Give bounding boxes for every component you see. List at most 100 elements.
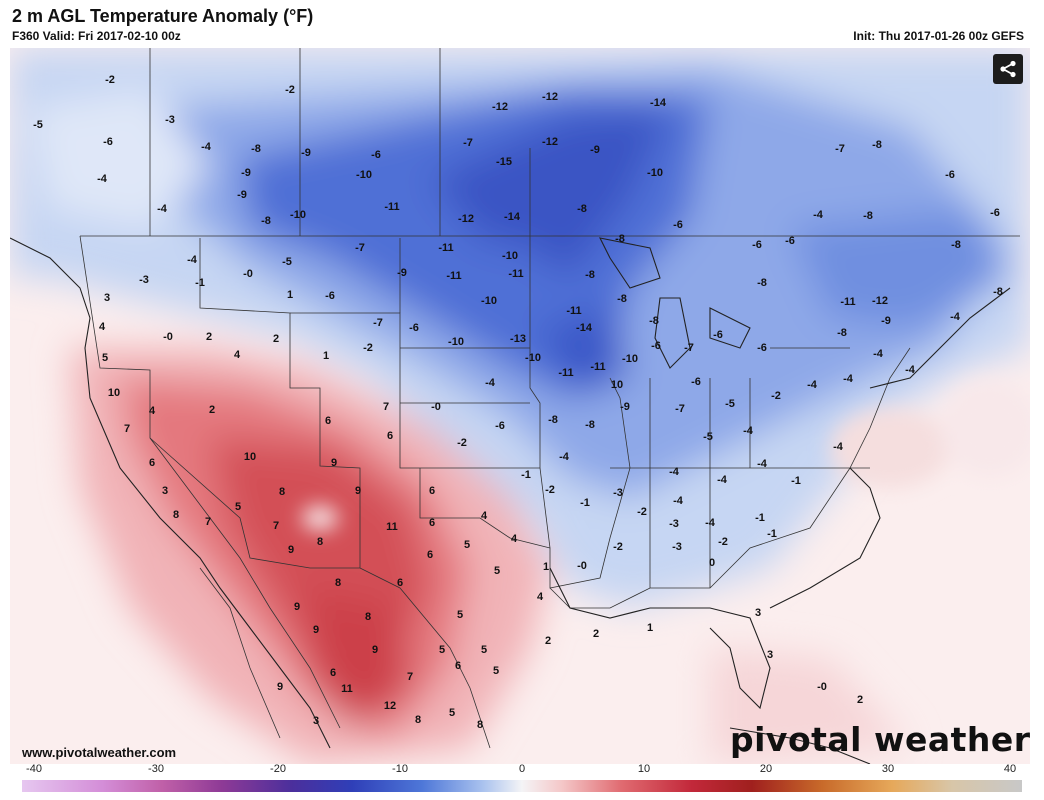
anomaly-label: 7: [273, 520, 279, 532]
anomaly-label: 1: [287, 289, 293, 301]
anomaly-label: -2: [637, 506, 647, 518]
anomaly-label: -4: [843, 373, 854, 385]
anomaly-label: -2: [105, 74, 115, 86]
anomaly-label: -8: [615, 233, 625, 245]
anomaly-label: -6: [651, 340, 661, 352]
anomaly-label: -14: [650, 97, 667, 109]
init-time: Init: Thu 2017-01-26 00z GEFS: [853, 29, 1024, 43]
anomaly-label: -4: [673, 495, 684, 507]
anomaly-label: 7: [205, 516, 211, 528]
anomaly-label: 3: [313, 715, 319, 727]
anomaly-label: -6: [673, 219, 683, 231]
anomaly-label: -9: [590, 144, 600, 156]
anomaly-label: -10: [502, 250, 518, 262]
anomaly-label: -8: [757, 277, 767, 289]
anomaly-label: -6: [757, 342, 767, 354]
anomaly-label: -6: [785, 235, 795, 247]
anomaly-label: 0: [709, 557, 715, 569]
anomaly-label: -5: [33, 119, 43, 131]
anomaly-label: -4: [950, 311, 961, 323]
anomaly-label: -8: [251, 143, 261, 155]
anomaly-label: -2: [285, 84, 295, 96]
anomaly-label: -6: [495, 420, 505, 432]
anomaly-label: -4: [485, 377, 496, 389]
anomaly-label: -13: [510, 333, 526, 345]
anomaly-label: 8: [335, 577, 341, 589]
anomaly-label: -2: [718, 536, 728, 548]
anomaly-label: 9: [277, 681, 283, 693]
anomaly-label: 4: [99, 321, 106, 333]
anomaly-label: -6: [409, 322, 419, 334]
anomaly-label: -7: [684, 342, 694, 354]
anomaly-label: -9: [241, 167, 251, 179]
anomaly-label: 5: [457, 609, 463, 621]
anomaly-label: -6: [691, 376, 701, 388]
anomaly-label: -8: [548, 414, 558, 426]
anomaly-label: -4: [669, 466, 680, 478]
anomaly-label: 5: [481, 644, 487, 656]
colorbar-tick-label: -40: [26, 763, 42, 775]
anomaly-label: -7: [373, 317, 383, 329]
anomaly-label: -1: [195, 277, 205, 289]
anomaly-label: -0: [431, 401, 441, 413]
anomaly-label: -8: [863, 210, 873, 222]
anomaly-label: 8: [415, 714, 421, 726]
valid-time: F360 Valid: Fri 2017-02-10 00z: [12, 29, 181, 43]
anomaly-label: -11: [590, 361, 605, 373]
anomaly-label: -4: [873, 348, 884, 360]
anomaly-label: -11: [446, 270, 461, 282]
anomaly-label: -11: [384, 201, 399, 213]
anomaly-label: 2: [273, 333, 279, 345]
anomaly-label: -4: [97, 173, 108, 185]
anomaly-label: -2: [457, 437, 467, 449]
anomaly-label: -10: [481, 295, 497, 307]
anomaly-label: -10: [290, 209, 306, 221]
anomaly-label: -0: [577, 560, 587, 572]
anomaly-label: -4: [717, 474, 728, 486]
anomaly-label: 3: [104, 292, 110, 304]
coastlines: [10, 237, 1011, 764]
anomaly-label: -10: [525, 352, 541, 364]
anomaly-label: -10: [356, 169, 372, 181]
anomaly-label: -10: [448, 336, 464, 348]
anomaly-label: 9: [331, 457, 337, 469]
colorbar-tick-label: 40: [1003, 763, 1017, 775]
anomaly-label: 6: [429, 517, 435, 529]
anomaly-label: 7: [124, 423, 130, 435]
anomaly-label: 4: [149, 405, 156, 417]
anomaly-label: 9: [355, 485, 361, 497]
anomaly-labels: -2-5 -3-2-6 -4 -8 -9 -6-7-12-12 -14-12-9-10-15…: [33, 74, 1003, 731]
anomaly-label: 10: [108, 387, 120, 399]
map-header: 2 m AGL Temperature Anomaly (°F) F360 Va…: [0, 0, 1044, 48]
anomaly-label: -4: [201, 141, 212, 153]
colorbar-tick-label: 10: [637, 763, 651, 775]
anomaly-map: -2 -5 -3 -2 -6 -4 -8 -9 -6 -7 -12 -12 -14 -12 -9 -10 -15…: [10, 48, 1030, 764]
anomaly-label: -6: [713, 329, 723, 341]
anomaly-label: 3: [162, 485, 168, 497]
anomaly-label: 3: [755, 607, 761, 619]
anomaly-label: 3: [767, 649, 773, 661]
anomaly-label: -8: [577, 203, 587, 215]
anomaly-label: 1: [323, 350, 329, 362]
anomaly-label: -12: [542, 136, 558, 148]
anomaly-label: 5: [102, 352, 108, 364]
anomaly-label: -9: [301, 147, 311, 159]
anomaly-label: -7: [463, 137, 473, 149]
anomaly-label: 8: [279, 486, 285, 498]
anomaly-label: 6: [325, 415, 331, 427]
anomaly-label: -7: [355, 242, 365, 254]
anomaly-label: -4: [559, 451, 570, 463]
colorbar-tick-label: -10: [392, 763, 408, 775]
colorbar-tick-label: -20: [270, 763, 286, 775]
anomaly-label: -8: [261, 215, 271, 227]
anomaly-label: -0: [817, 681, 827, 693]
anomaly-label: -3: [139, 274, 149, 286]
anomaly-label: -7: [835, 143, 845, 155]
anomaly-label: -5: [282, 256, 292, 268]
anomaly-label: 8: [477, 719, 483, 731]
political-borders: [79, 48, 1020, 749]
share-button[interactable]: [993, 54, 1023, 84]
anomaly-label: -4: [833, 441, 844, 453]
anomaly-label: -3: [165, 114, 175, 126]
source-url[interactable]: www.pivotalweather.com: [22, 745, 177, 760]
